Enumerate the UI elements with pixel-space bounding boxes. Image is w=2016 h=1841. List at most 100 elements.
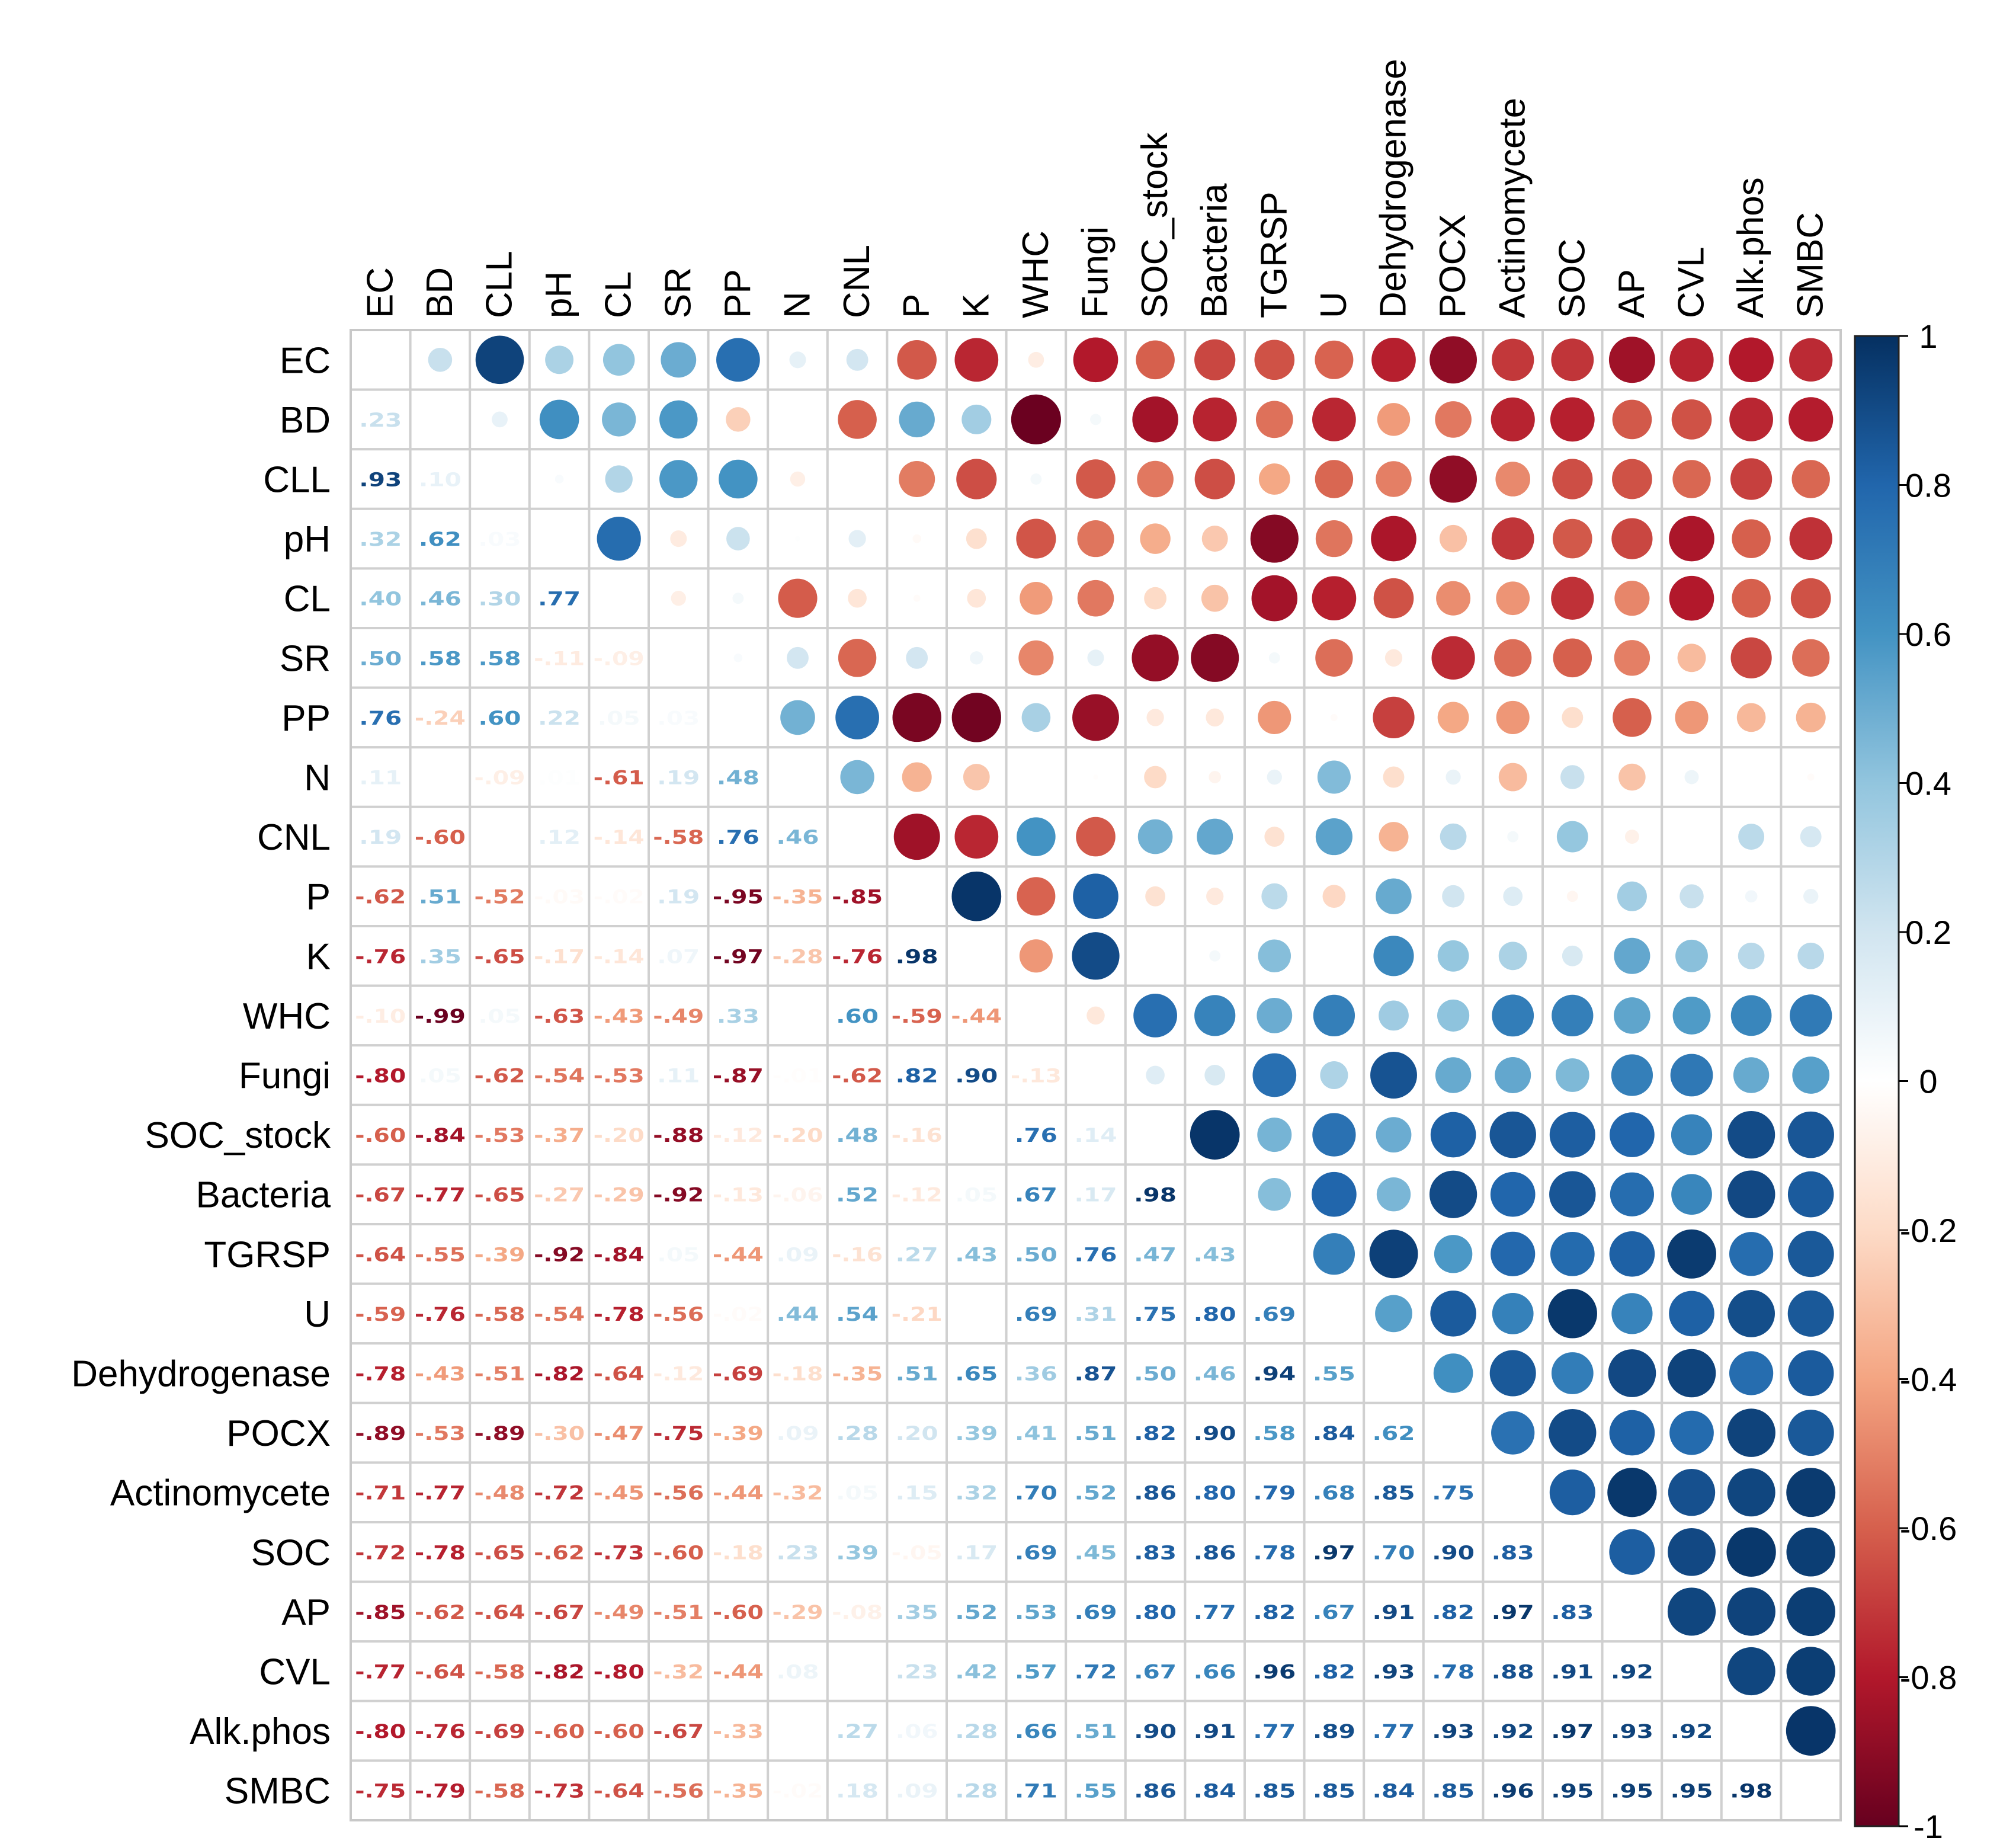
- corr-circle-cll-cvl: [1672, 460, 1711, 498]
- corr-value-cnl-ph: .12: [538, 826, 581, 849]
- corr-circle-pp-whc: [1021, 703, 1051, 732]
- corr-circle-ph-n: [795, 536, 800, 542]
- corr-circle-tgrsp-actinomycete: [1491, 1231, 1536, 1276]
- corr-circle-fungi-tgrsp: [1252, 1053, 1297, 1097]
- corr-value-pocx-tgrsp: .58: [1253, 1422, 1296, 1445]
- corr-value-u-soc-stock: .75: [1134, 1303, 1177, 1325]
- corr-circle-k-actinomycete: [1498, 942, 1527, 971]
- corr-circle-pp-bacteria: [1206, 708, 1224, 727]
- corr-value-soc-cl: -.73: [594, 1541, 645, 1564]
- corr-circle-ec-actinomycete: [1492, 338, 1534, 381]
- corr-value-ap-soc-stock: .80: [1134, 1601, 1177, 1624]
- corr-circle-n-k: [963, 764, 990, 790]
- grid-cell: [826, 1282, 889, 1345]
- grid-cell: [469, 805, 531, 868]
- grid-cell: [648, 1044, 710, 1106]
- corr-value-dehydrogenase-cll: -.51: [475, 1363, 525, 1385]
- corr-value-actinomycete-n: -.32: [773, 1482, 823, 1504]
- corr-circle-ec-p: [897, 340, 937, 380]
- grid-cell: [1065, 1103, 1127, 1166]
- corr-value-cvl-u: .82: [1313, 1661, 1355, 1683]
- grid-cell: [1363, 1759, 1425, 1821]
- corr-circle-ph-actinomycete: [1491, 517, 1534, 560]
- grid-cell: [767, 1223, 829, 1285]
- col-label-ap: AP: [1611, 269, 1652, 318]
- corr-circle-bd-soc: [1550, 397, 1595, 442]
- corr-circle-cnl-tgrsp: [1264, 827, 1285, 847]
- corr-circle-cvl-smbc: [1786, 1647, 1835, 1696]
- grid-cell: [886, 1461, 948, 1523]
- corr-circle-n-p: [902, 762, 932, 792]
- corr-value-whc-sr: -.49: [653, 1005, 704, 1027]
- corr-value-alk-phos-cll: -.69: [475, 1720, 525, 1743]
- corr-value-pocx-bd: -.53: [415, 1422, 466, 1445]
- corr-circle-bd-alk-phos: [1729, 398, 1773, 441]
- corr-circle-sr-fungi: [1087, 649, 1104, 667]
- corr-circle-soc-stock-bacteria: [1190, 1110, 1240, 1160]
- grid-cell: [350, 865, 412, 928]
- corr-value-alk-phos-u: .89: [1313, 1720, 1355, 1743]
- corr-value-whc-bd: -.99: [415, 1005, 466, 1027]
- col-label-ec: EC: [360, 267, 400, 318]
- corr-circle-k-soc: [1562, 945, 1583, 966]
- grid-cell: [350, 805, 412, 868]
- corr-value-k-pp: -.97: [713, 945, 764, 968]
- corr-value-whc-pp: .33: [717, 1005, 759, 1027]
- grid-cell: [588, 1223, 650, 1285]
- row-label-cvl: CVL: [259, 1652, 331, 1693]
- row-label-soc-stock: SOC_stock: [145, 1115, 331, 1156]
- corr-value-alk-phos-bd: -.76: [415, 1720, 466, 1743]
- corr-value-smbc-tgrsp: .85: [1253, 1780, 1296, 1802]
- corr-value-soc-stock-fungi: .14: [1075, 1124, 1117, 1147]
- grid-cell: [1661, 805, 1723, 868]
- corr-circle-cnl-alk-phos: [1738, 824, 1765, 850]
- corr-circle-p-soc-stock: [1145, 886, 1166, 907]
- corr-value-u-tgrsp: .69: [1253, 1303, 1296, 1325]
- corr-circle-bd-ap: [1612, 399, 1652, 440]
- grid-cell: [1124, 1103, 1187, 1166]
- corr-value-pp-ec: .76: [359, 707, 402, 729]
- corr-circle-actinomycete-smbc: [1786, 1468, 1836, 1517]
- corr-circle-k-smbc: [1797, 942, 1825, 969]
- corr-circle-whc-soc: [1552, 994, 1594, 1037]
- corr-value-soc-stock-cl: -.20: [594, 1124, 645, 1147]
- corr-circle-p-whc: [1017, 877, 1056, 916]
- corr-value-alk-phos-pp: -.33: [713, 1720, 764, 1743]
- corr-value-fungi-ph: -.54: [534, 1065, 585, 1087]
- corr-circle-tgrsp-alk-phos: [1729, 1232, 1774, 1276]
- corr-circle-soc-stock-actinomycete: [1489, 1111, 1536, 1158]
- corr-circle-p-u: [1322, 885, 1346, 908]
- corr-circle-cl-p: [913, 594, 921, 602]
- corr-value-actinomycete-bd: -.77: [415, 1482, 466, 1504]
- corr-value-ap-cll: -.64: [475, 1601, 525, 1624]
- corr-circle-k-cvl: [1675, 939, 1708, 972]
- grid-cell: [1065, 1044, 1127, 1106]
- grid-cell: [1243, 746, 1306, 808]
- grid-cell: [1124, 1640, 1187, 1702]
- corr-circle-soc-stock-soc: [1549, 1112, 1595, 1158]
- grid-cell: [409, 865, 472, 928]
- corr-circle-pp-ap: [1613, 698, 1652, 737]
- corr-value-alk-phos-k: .28: [955, 1720, 998, 1743]
- grid-cell: [588, 1580, 650, 1643]
- corr-value-soc-bd: -.78: [415, 1541, 466, 1564]
- grid-cell: [350, 1580, 412, 1643]
- row-label-p: P: [306, 877, 331, 918]
- corr-value-ap-fungi: .69: [1075, 1601, 1117, 1624]
- corr-value-u-n: .44: [777, 1303, 819, 1325]
- corr-circle-cll-actinomycete: [1495, 462, 1531, 497]
- grid-cell: [350, 1342, 412, 1404]
- corr-value-u-cl: -.78: [594, 1303, 645, 1325]
- corr-value-u-bd: -.76: [415, 1303, 466, 1325]
- corr-circle-tgrsp-soc: [1550, 1231, 1595, 1276]
- corr-circle-ph-p: [912, 534, 922, 543]
- grid-cell: [1720, 746, 1783, 808]
- corr-circle-cll-p: [899, 460, 935, 498]
- grid-cell: [648, 686, 710, 749]
- corr-value-ap-actinomycete: .97: [1492, 1601, 1534, 1624]
- corr-value-soc-pp: -.18: [713, 1541, 764, 1564]
- corr-value-pocx-fungi: .51: [1075, 1422, 1117, 1445]
- corr-value-pocx-whc: .41: [1015, 1422, 1057, 1445]
- corr-circle-p-smbc: [1803, 889, 1819, 904]
